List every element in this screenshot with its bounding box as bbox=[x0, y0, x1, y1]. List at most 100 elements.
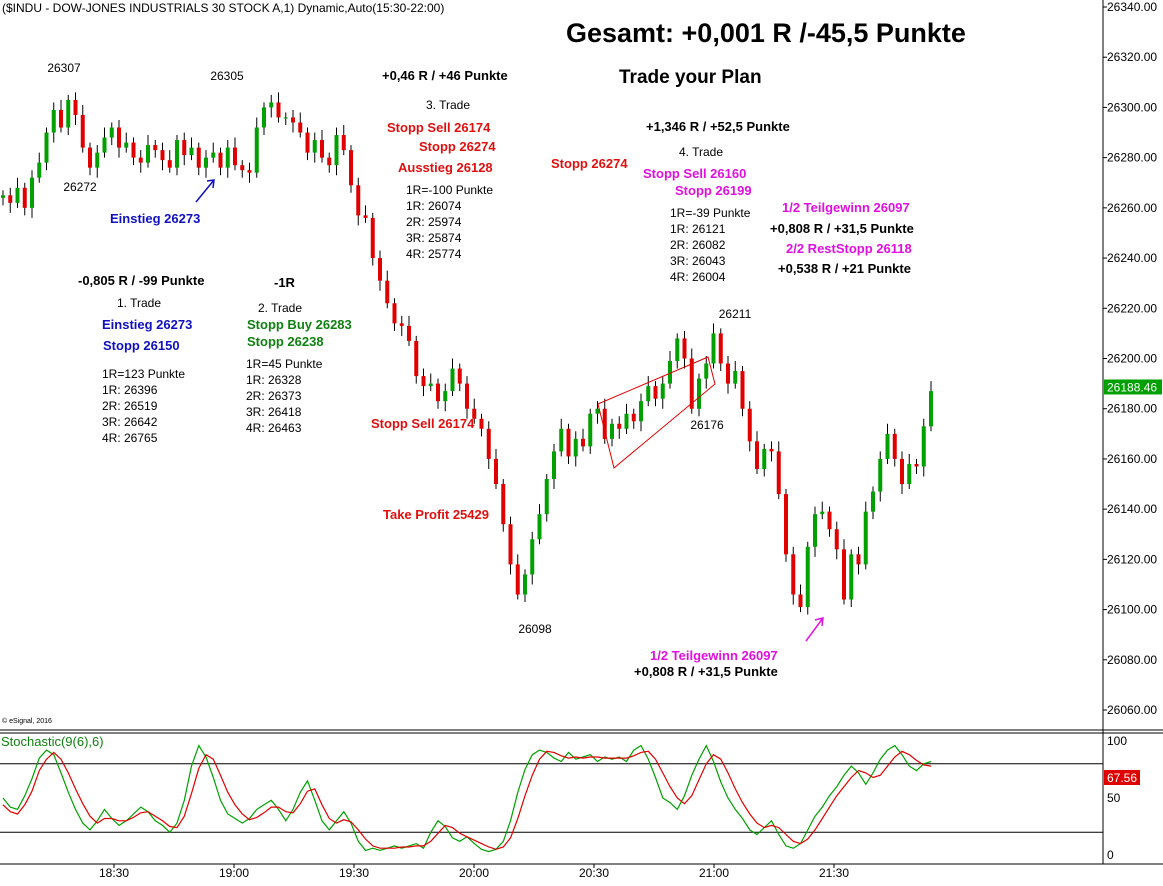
candle-body bbox=[820, 511, 825, 515]
time-tick-label: 18:30 bbox=[99, 866, 129, 880]
candle-body bbox=[711, 333, 716, 364]
candle-body bbox=[175, 140, 179, 168]
candle-body bbox=[312, 140, 317, 153]
candle-body bbox=[117, 127, 121, 148]
trade4-target: 4R: 26004 bbox=[670, 270, 726, 284]
candle-body bbox=[530, 539, 535, 575]
trade3-title: 3. Trade bbox=[426, 98, 471, 112]
candle-body bbox=[414, 340, 419, 377]
candle-body bbox=[233, 147, 237, 166]
trade2-target: 2R: 26373 bbox=[246, 389, 302, 403]
candle-body bbox=[718, 333, 723, 364]
price-tick-label: 26100.00 bbox=[1107, 603, 1157, 617]
time-tick-label: 20:30 bbox=[579, 866, 609, 880]
candle-body bbox=[544, 479, 549, 515]
trade3-target: 3R: 25874 bbox=[406, 231, 462, 245]
trade1-targets: 1R=123 Punkte 1R: 26396 2R: 26519 3R: 26… bbox=[102, 366, 185, 446]
candle-body bbox=[182, 140, 187, 156]
stoch-tick-label: 50 bbox=[1107, 791, 1121, 805]
stoch-k-line bbox=[2, 744, 932, 853]
trade1-target: 4R: 26765 bbox=[102, 431, 158, 445]
candle-body bbox=[421, 376, 426, 387]
price-tick-label: 26160.00 bbox=[1107, 452, 1157, 466]
candle-body bbox=[283, 117, 288, 119]
candle-body bbox=[631, 413, 636, 422]
candle-body bbox=[305, 132, 310, 153]
candle-body bbox=[784, 494, 788, 555]
candle-body bbox=[776, 451, 781, 495]
price-tick-label: 26180.00 bbox=[1107, 402, 1157, 416]
candle-body bbox=[878, 458, 883, 492]
trade2-title: 2. Trade bbox=[258, 301, 303, 315]
candle-body bbox=[341, 135, 346, 151]
candle-body bbox=[646, 386, 651, 402]
candle-body bbox=[892, 433, 897, 459]
candle-body bbox=[653, 386, 658, 399]
trade4-result: +1,346 R / +52,5 Punkte bbox=[646, 119, 790, 134]
trade3-target: 2R: 25974 bbox=[406, 215, 462, 229]
candle-body bbox=[863, 511, 868, 565]
candle-body bbox=[247, 170, 252, 173]
candle-body bbox=[385, 280, 390, 304]
candle-body bbox=[327, 157, 332, 166]
right-rest-stop: 2/2 RestStopp 26118 bbox=[786, 241, 912, 256]
candle-body bbox=[494, 458, 498, 485]
entry-arrow-icon bbox=[195, 179, 215, 203]
candle-body bbox=[515, 564, 520, 595]
candle-body bbox=[486, 428, 491, 459]
trade4-target: 3R: 26043 bbox=[670, 254, 726, 268]
candle-body bbox=[588, 413, 593, 447]
candle-body bbox=[298, 122, 303, 133]
candle-body bbox=[51, 109, 56, 133]
candle-body bbox=[399, 323, 404, 326]
candle-body bbox=[269, 102, 274, 108]
right-half-gain: 1/2 Teilgewinn 26097 bbox=[782, 200, 910, 215]
candle-body bbox=[370, 217, 375, 259]
candle-body bbox=[225, 147, 230, 168]
take-profit: Take Profit 25429 bbox=[383, 507, 489, 522]
candle-body bbox=[805, 546, 810, 608]
candle-body bbox=[537, 514, 542, 540]
candle-body bbox=[363, 215, 368, 218]
wedge-pattern bbox=[597, 356, 716, 469]
trade-your-plan: Trade your Plan bbox=[619, 67, 762, 88]
candle-body bbox=[733, 371, 738, 384]
candle-body bbox=[501, 484, 506, 525]
candle-body bbox=[240, 165, 245, 171]
candle-body bbox=[639, 401, 643, 422]
candle-body bbox=[914, 463, 919, 467]
price-tick-label: 26320.00 bbox=[1107, 50, 1157, 64]
time-tick-label: 21:00 bbox=[699, 866, 729, 880]
candle-body bbox=[704, 363, 709, 379]
candle-body bbox=[573, 438, 578, 457]
candle-body bbox=[479, 418, 484, 429]
candle-body bbox=[153, 145, 158, 151]
label-low-first: 26098 bbox=[518, 622, 552, 636]
trade1-target: 2R: 26519 bbox=[102, 399, 158, 413]
trade1-target: 1R: 26396 bbox=[102, 383, 158, 397]
candle-body bbox=[624, 413, 629, 429]
candle-body bbox=[856, 554, 861, 565]
right-rest-result: +0,538 R / +21 Punkte bbox=[778, 261, 911, 276]
last-price-label: 26188.46 bbox=[1107, 380, 1157, 394]
candle-body bbox=[791, 554, 796, 595]
candle-body bbox=[320, 140, 324, 158]
trade3-result: +0,46 R / +46 Punkte bbox=[382, 68, 508, 83]
stop-sell-mid: Stopp Sell 26174 bbox=[371, 416, 475, 431]
copyright: © eSignal, 2016 bbox=[2, 718, 52, 725]
trade3-exit: Ausstieg 26128 bbox=[398, 160, 493, 175]
candle-body bbox=[109, 127, 114, 138]
candle-body bbox=[22, 187, 27, 208]
candle-body bbox=[30, 177, 34, 208]
candle-body bbox=[291, 117, 295, 123]
candle-body bbox=[457, 368, 462, 384]
trade1-target: 3R: 26642 bbox=[102, 415, 158, 429]
candle-body bbox=[428, 383, 433, 387]
last-price-box bbox=[1104, 379, 1162, 395]
trade4-target: 2R: 26082 bbox=[670, 238, 726, 252]
stoch-last-label: 67.56 bbox=[1107, 771, 1137, 785]
candle-body bbox=[907, 463, 912, 485]
candle-body bbox=[124, 142, 129, 148]
trade4-stop-sell: Stopp Sell 26160 bbox=[643, 166, 747, 181]
